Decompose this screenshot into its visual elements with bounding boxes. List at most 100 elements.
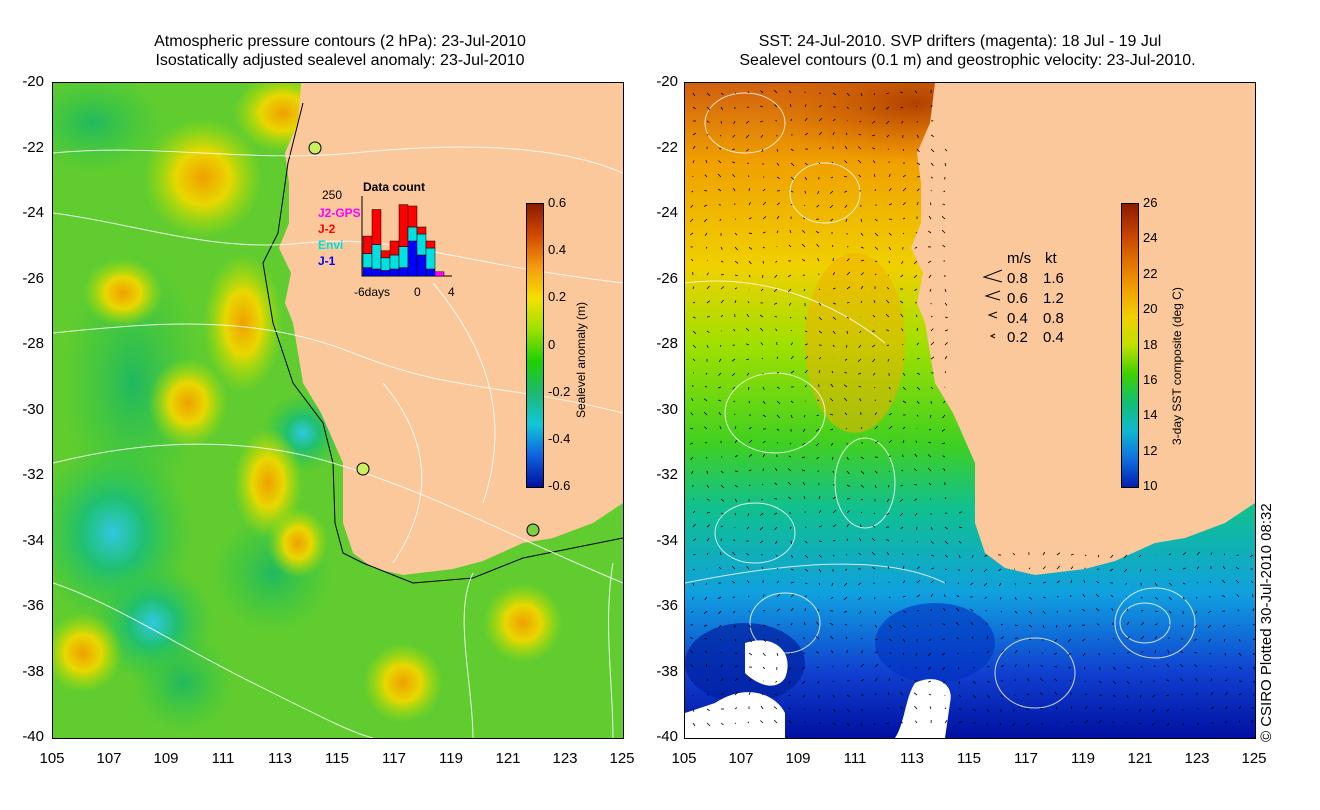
velocity-arrow [790,190,794,193]
velocity-arrow [1070,720,1074,724]
velocity-arrow [1181,708,1184,711]
velocity-arrow [1070,566,1074,570]
velocity-arrow [804,385,807,388]
velocity-arrow [692,301,696,304]
velocity-arrow [1055,624,1058,628]
legend-j1: J-1 [318,254,336,268]
velocity-arrow [705,372,708,375]
velocity-arrow [815,231,820,234]
velocity-arrow [914,246,918,249]
velocity-arrow [1125,582,1128,585]
velocity-arrow [804,104,807,108]
velocity-arrow [1251,580,1254,584]
velocity-arrow [930,580,934,584]
velocity-arrow [802,481,806,486]
velocity-arrow [1221,594,1226,598]
velocity-arrow [888,174,891,178]
velocity-arrow [720,664,723,668]
velocity-arrow [929,202,932,206]
velocity-arrow [760,134,764,138]
velocity-arrow [818,708,821,712]
velocity-arrow [930,315,933,318]
velocity-arrow [902,217,906,220]
velocity-arrow [1165,694,1170,697]
velocity-arrow [846,316,849,319]
velocity-arrow [915,232,918,234]
velocity-arrow [1151,722,1156,726]
right-title-line2: Sealevel contours (0.1 m) and geostrophi… [739,52,1196,69]
velocity-arrow [886,329,890,332]
velocity-arrow [788,288,792,293]
velocity-arrow [692,106,696,110]
velocity-arrow [843,596,848,601]
velocity-arrow [916,540,918,543]
velocity-arrow [1068,624,1072,628]
velocity-arrow [915,314,918,318]
velocity-arrow [941,428,946,432]
velocity-arrow [1138,722,1142,725]
velocity-arrow [720,246,723,250]
velocity-arrow [734,512,737,516]
velocity-arrow [914,720,918,724]
velocity-arrow [818,302,822,306]
velocity-arrow [815,428,820,432]
velocity-arrow [692,553,696,556]
velocity-arrow [720,273,725,276]
velocity-arrow [914,705,918,710]
velocity-arrow [818,554,822,558]
velocity-arrow [788,455,792,458]
velocity-arrow [901,328,904,332]
velocity-arrow [1083,580,1086,584]
lon-tick-label: 123 [1184,750,1210,767]
velocity-arrow [773,512,778,515]
velocity-arrow [901,120,904,124]
velocity-arrow [1084,554,1087,557]
velocity-arrow [1096,608,1100,612]
velocity-arrow [860,456,865,460]
velocity-arrow [787,680,792,684]
velocity-arrow [942,414,946,419]
velocity-arrow [734,652,738,654]
velocity-arrow [846,271,851,276]
velocity-arrow [1196,582,1198,584]
velocity-arrow [745,552,750,556]
lon-tick-label: 117 [1014,750,1038,767]
velocity-arrow [831,456,834,460]
velocity-arrow [762,260,764,264]
velocity-arrow [913,692,918,696]
velocity-arrow [1111,607,1114,612]
velocity-arrow [930,176,933,179]
velocity-arrow [902,232,905,235]
velocity-arrow [998,568,1002,572]
inset-bar-j1 [380,270,391,277]
velocity-arrow [832,316,837,320]
velocity-arrow [844,582,848,587]
velocity-arrow [860,470,865,475]
velocity-arrow [719,147,722,150]
velocity-arrow [776,400,781,405]
velocity-arrow [914,512,918,517]
velocity-row-kt: 0.4 [1043,329,1064,346]
velocity-arrow [902,358,905,361]
velocity-arrow [692,538,697,542]
velocity-arrow [845,428,848,430]
lon-tick-label: 123 [552,750,578,767]
velocity-arrow [916,188,920,192]
velocity-arrow [846,510,850,514]
velocity-arrow [972,666,975,669]
velocity-arrow [745,343,750,346]
velocity-arrow [718,566,722,570]
velocity-arrow [928,638,932,642]
velocity-arrow [1196,722,1200,725]
velocity-arrow [776,580,780,584]
colorbar-tick-label: 0 [548,336,556,352]
velocity-arrow [776,372,780,374]
velocity-arrow [745,328,750,332]
velocity-arrow [803,621,806,626]
velocity-arrow [762,201,767,206]
velocity-arrow [943,680,946,684]
velocity-arrow [1110,554,1114,559]
velocity-arrow [690,456,694,460]
velocity-arrow [759,314,764,318]
velocity-arrow [860,232,864,236]
